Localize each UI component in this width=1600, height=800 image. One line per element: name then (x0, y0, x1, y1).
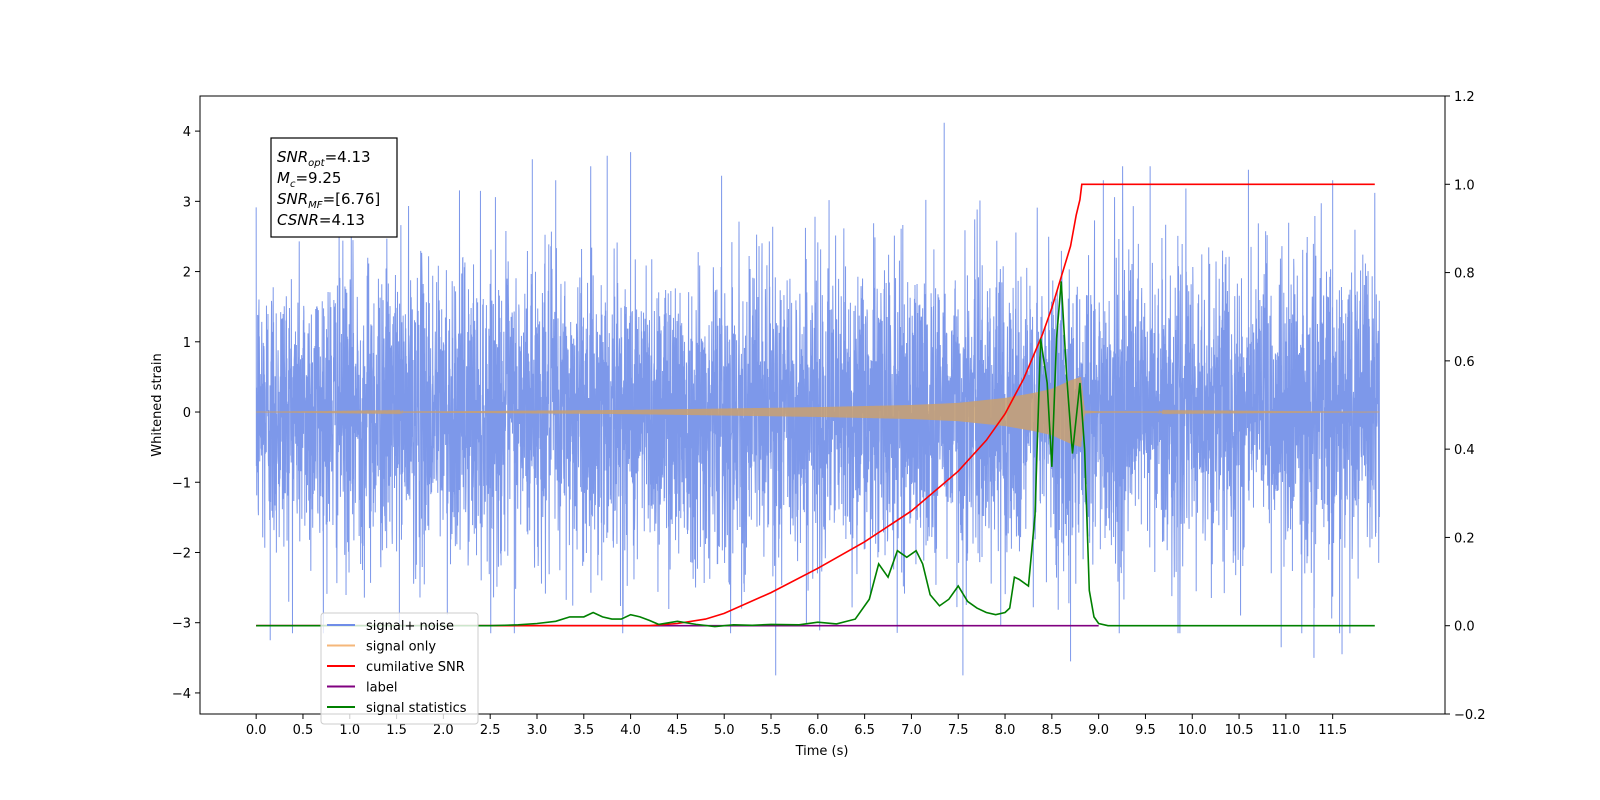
x-tick-label: 8.5 (1041, 723, 1062, 738)
stats-line: CSNR=4.13 (277, 211, 365, 229)
series-cumulative-snr (256, 183, 1375, 627)
legend-label: signal statistics (366, 701, 467, 716)
y2-tick-label: 0.0 (1454, 620, 1475, 635)
legend-label: signal only (366, 640, 436, 655)
y-tick-label: −4 (172, 687, 191, 702)
x-tick-label: 4.0 (620, 723, 641, 738)
x-tick-label: 9.0 (1088, 723, 1109, 738)
y2-tick-label: 0.4 (1454, 443, 1475, 458)
x-tick-label: 1.5 (386, 723, 407, 738)
y-axis-left: 4 3 2 1 0 −1 −2 −3 −4 (172, 125, 200, 702)
legend-label: cumilative SNR (366, 660, 465, 675)
y-tick-label: −2 (172, 546, 191, 561)
series-signal-plus-noise (255, 122, 1380, 676)
y2-tick-label: 0.8 (1454, 267, 1475, 282)
x-tick-label: 6.0 (807, 723, 828, 738)
x-tick-label: 5.5 (761, 723, 782, 738)
x-tick-label: 6.5 (854, 723, 875, 738)
x-tick-label: 11.0 (1271, 723, 1300, 738)
y-tick-label: 1 (183, 336, 191, 351)
x-tick-label: 0.5 (293, 723, 314, 738)
stats-box-frame (270, 137, 398, 238)
y2-tick-label: 1.0 (1454, 178, 1475, 193)
x-tick-label: 5.0 (714, 723, 735, 738)
legend-label: signal+ noise (366, 619, 454, 634)
legend-label: label (366, 681, 397, 696)
plot-frame (199, 95, 1446, 715)
y-axis-right: 1.2 1.0 0.8 0.6 0.4 0.2 0.0 −0.2 (1445, 90, 1486, 723)
x-tick-label: 0.0 (246, 723, 267, 738)
x-axis: 0.0 0.5 1.0 1.5 2.0 2.5 3.0 3.5 4.0 4.5 5.0 5.5 6.0 6… (246, 714, 1347, 738)
legend: signal+ noise signal only cumilative SNR la… (320, 612, 479, 725)
x-tick-label: 3.5 (573, 723, 594, 738)
stats-line: Mc=9.25 (277, 169, 341, 190)
y-tick-label: 0 (183, 406, 191, 421)
series-signal-only (256, 376, 1380, 447)
x-tick-label: 2.0 (433, 723, 454, 738)
y-tick-label: 4 (183, 125, 191, 140)
series-layer (255, 122, 1380, 676)
x-tick-label: 11.5 (1318, 723, 1347, 738)
x-axis-title: Time (s) (795, 744, 849, 759)
x-tick-label: 7.0 (901, 723, 922, 738)
series-signal-statistics (256, 281, 1375, 628)
y-tick-label: −1 (172, 476, 191, 491)
y-tick-label: 3 (183, 195, 191, 210)
x-tick-label: 10.0 (1178, 723, 1207, 738)
x-tick-label: 3.0 (527, 723, 548, 738)
y2-tick-label: −0.2 (1454, 708, 1486, 723)
x-tick-label: 4.5 (667, 723, 688, 738)
y2-tick-label: 0.6 (1454, 355, 1475, 370)
y2-tick-label: 1.2 (1454, 90, 1475, 105)
legend-frame (320, 612, 479, 725)
x-tick-label: 9.5 (1135, 723, 1156, 738)
stats-line: SNRopt=4.13 (277, 148, 371, 169)
x-tick-label: 2.5 (480, 723, 501, 738)
y-tick-label: −3 (172, 617, 191, 632)
x-tick-label: 10.5 (1225, 723, 1254, 738)
stats-line: SNRMF=[6.76] (277, 190, 380, 211)
x-tick-label: 1.0 (339, 723, 360, 738)
x-tick-label: 8.0 (995, 723, 1016, 738)
y2-tick-label: 0.2 (1454, 531, 1475, 546)
y-tick-label: 2 (183, 266, 191, 281)
x-tick-label: 7.5 (948, 723, 969, 738)
y-axis-title: Whitened strain (150, 353, 165, 456)
